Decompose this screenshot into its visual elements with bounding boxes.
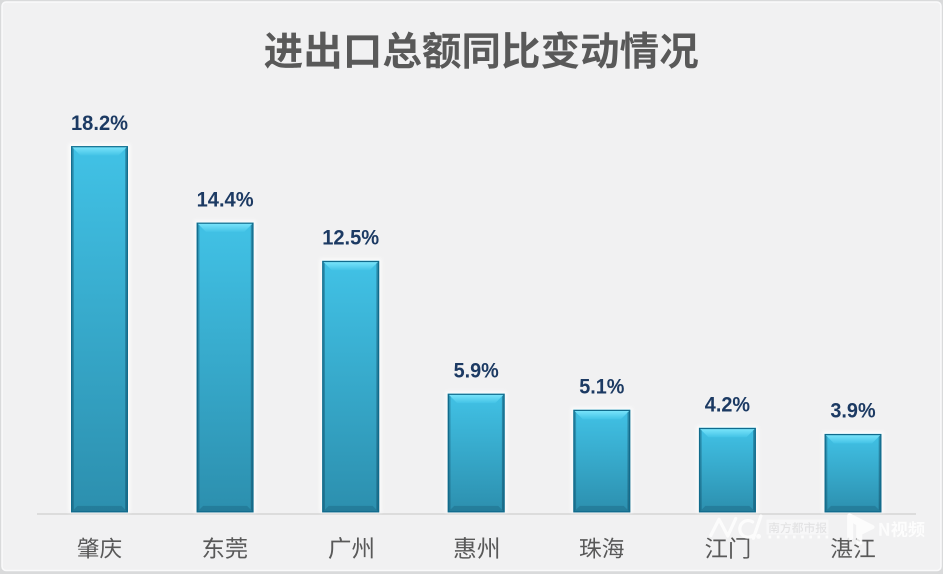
svg-text:5.9%: 5.9% [454,358,499,382]
svg-text:3.9%: 3.9% [830,399,875,423]
svg-text:18.2%: 18.2% [71,111,128,135]
svg-text:14.4%: 14.4% [197,187,254,211]
svg-text:4.2%: 4.2% [705,393,750,417]
svg-text:5.1%: 5.1% [579,375,624,399]
svg-text:12.5%: 12.5% [322,226,379,250]
